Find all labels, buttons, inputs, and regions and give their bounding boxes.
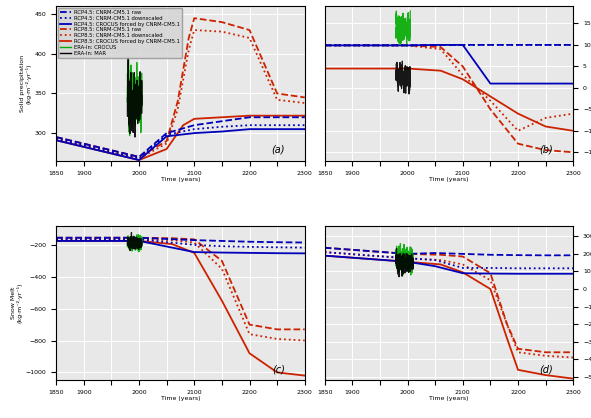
X-axis label: Time (years): Time (years) (161, 177, 200, 182)
Text: (b): (b) (540, 145, 553, 155)
Y-axis label: Snow Melt
(kg·m⁻²·yr⁻¹): Snow Melt (kg·m⁻²·yr⁻¹) (11, 283, 23, 324)
Y-axis label: Solid precipitation
(kg·m⁻²·yr⁻¹): Solid precipitation (kg·m⁻²·yr⁻¹) (20, 55, 32, 112)
X-axis label: Time (years): Time (years) (429, 397, 469, 402)
Legend: RCP4.5: CNRM-CM5.1 raw, RCP4.5: CNRM-CM5.1 downscaled, RCP4.5: CROCUS forced by : RCP4.5: CNRM-CM5.1 raw, RCP4.5: CNRM-CM5… (58, 8, 181, 58)
Text: (d): (d) (540, 364, 553, 374)
Text: (c): (c) (272, 364, 285, 374)
Text: (a): (a) (271, 145, 285, 155)
X-axis label: Time (years): Time (years) (429, 177, 469, 182)
X-axis label: Time (years): Time (years) (161, 397, 200, 402)
